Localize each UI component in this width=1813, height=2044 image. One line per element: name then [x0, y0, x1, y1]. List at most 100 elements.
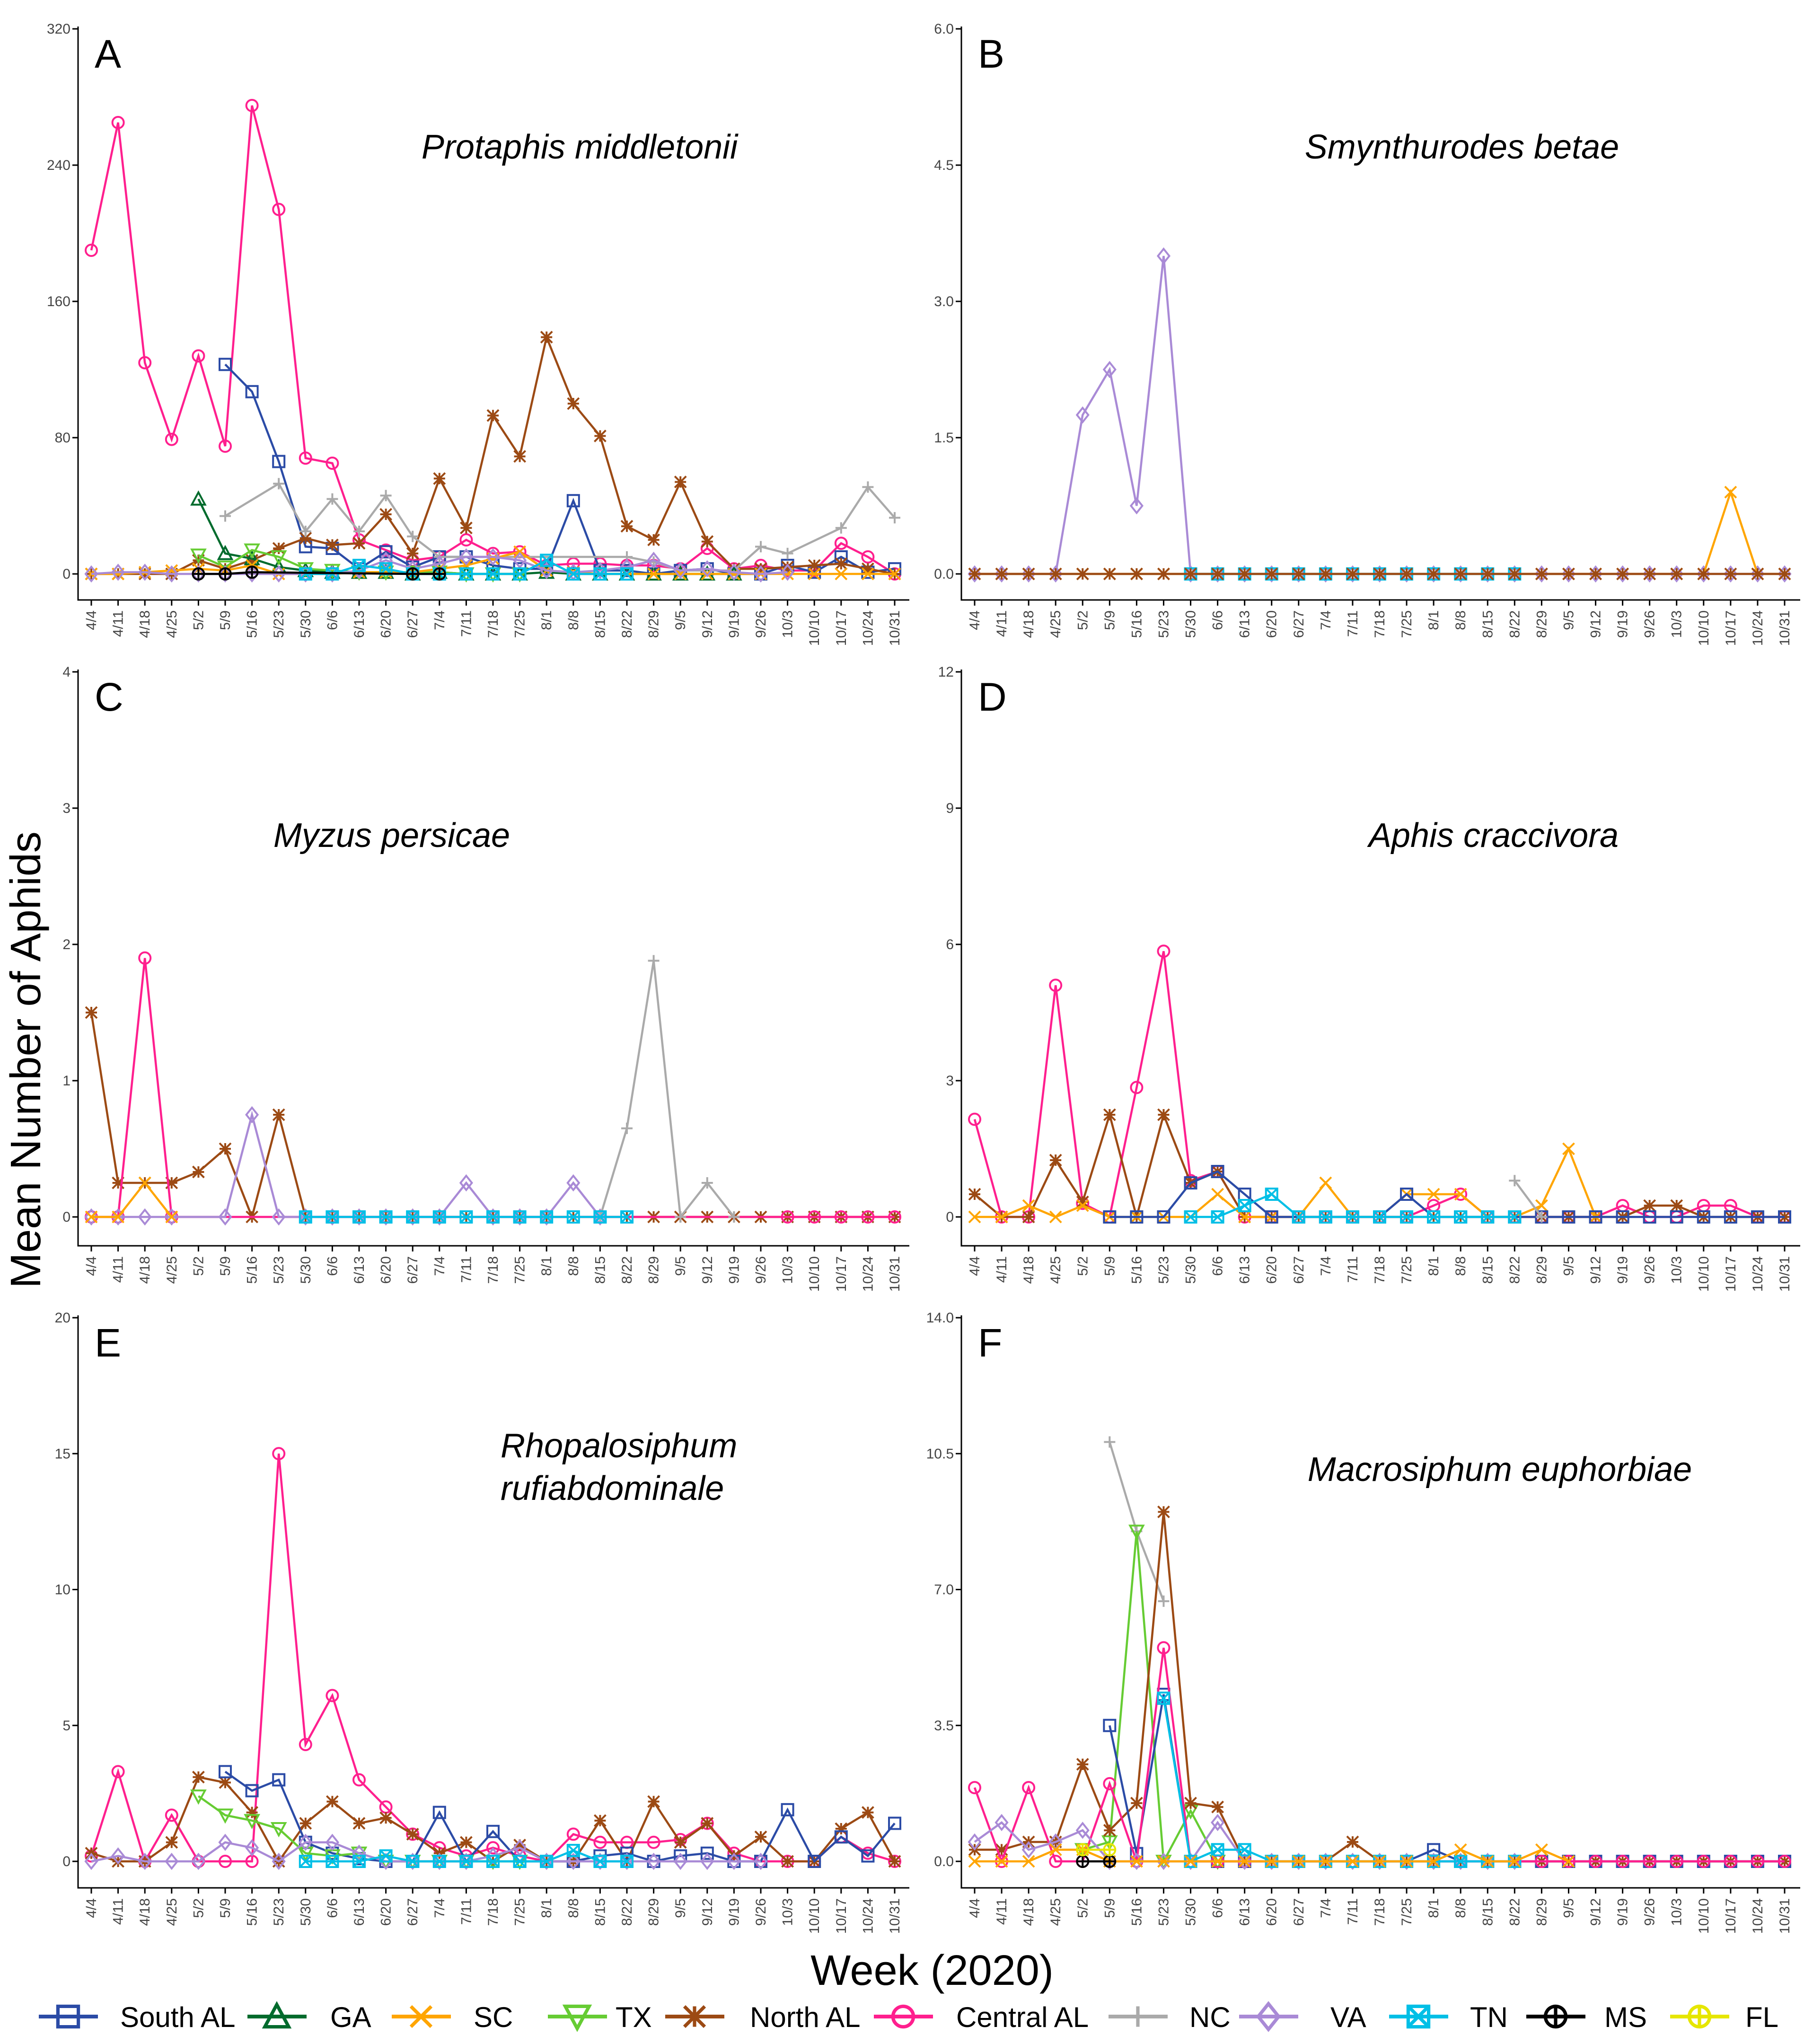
data-point: [1319, 567, 1332, 581]
series-line: [90, 105, 896, 575]
data-point: [325, 565, 339, 583]
data-point: [647, 1835, 660, 1849]
data-point: [1184, 567, 1197, 581]
data-point: [995, 567, 1008, 581]
data-point: [1129, 1852, 1144, 1870]
data-point: [1535, 1199, 1548, 1212]
data-point: [1670, 565, 1684, 583]
x-tick-label: 9/12: [700, 1898, 715, 1926]
x-tick-label: 9/26: [1642, 610, 1658, 638]
x-tick-label: 7/18: [1372, 1898, 1388, 1926]
data-point: [888, 1816, 901, 1830]
x-tick-label: 9/26: [753, 1256, 769, 1284]
data-point: [459, 1174, 473, 1192]
data-point: [593, 1835, 607, 1849]
legend-marker-icon: [562, 2004, 592, 2032]
x-tick-label: 8/8: [1453, 1898, 1469, 1918]
data-point: [1130, 1210, 1144, 1224]
x-tick-label: 8/22: [619, 1898, 635, 1926]
data-point: [1454, 567, 1467, 581]
data-point: [406, 1855, 420, 1868]
data-point: [165, 1210, 178, 1224]
data-point: [1049, 1210, 1062, 1224]
data-point: [1130, 1855, 1143, 1868]
data-point: [165, 565, 179, 583]
data-point: [1103, 1210, 1116, 1224]
data-point: [379, 1849, 393, 1863]
panel-d: 0 3 6 9 12 4/4 4/11 4/18 4/25 5/2 5/9 5/16 5/23 5/30 6…: [938, 664, 1800, 1292]
series-south-al: [219, 1765, 901, 1868]
data-point: [191, 565, 205, 583]
data-point: [513, 1839, 527, 1851]
data-point: [1292, 1852, 1306, 1870]
series-central-al: [85, 1447, 901, 1868]
data-point: [620, 1852, 634, 1870]
series-central-al: [968, 944, 1791, 1224]
data-point: [1157, 1108, 1170, 1121]
x-tick-label: 7/4: [432, 610, 448, 630]
x-tick-label: 6/6: [1210, 1256, 1226, 1276]
x-tick-label: 10/31: [887, 610, 903, 646]
data-point: [1319, 1852, 1333, 1870]
series-nc: [1509, 1175, 1548, 1223]
series-line: [90, 1012, 895, 1221]
data-point: [566, 1852, 581, 1870]
data-point: [1319, 1210, 1332, 1224]
x-tick-label: 6/27: [405, 1256, 421, 1284]
data-point: [326, 493, 338, 505]
data-point: [486, 1847, 500, 1865]
data-point: [995, 1210, 1008, 1224]
data-point: [219, 567, 232, 581]
data-point: [1778, 565, 1792, 583]
data-point: [1076, 1199, 1089, 1212]
x-tick-label: 5/16: [1129, 610, 1144, 638]
y-tick-label: 80: [55, 430, 70, 446]
x-tick-label: 4/4: [84, 610, 99, 630]
data-point: [432, 1208, 447, 1226]
data-point: [620, 567, 634, 581]
series-north-al: [968, 1505, 1791, 1868]
data-point: [1508, 1210, 1522, 1224]
x-tick-label: 5/30: [1183, 1898, 1199, 1926]
data-point: [1265, 1855, 1278, 1868]
series-tn: [1184, 1188, 1522, 1224]
y-tick-label: 6: [946, 937, 954, 952]
data-point: [1184, 1210, 1197, 1224]
y-tick-label: 15: [55, 1446, 70, 1462]
legend-label: TN: [1470, 2001, 1508, 2033]
data-point: [1157, 944, 1171, 958]
x-tick-label: 7/4: [1318, 1256, 1334, 1276]
data-point: [245, 565, 259, 579]
data-point: [673, 1852, 687, 1870]
series-sc: [968, 1142, 1602, 1224]
data-point: [1211, 1188, 1224, 1201]
x-tick-label: 5/9: [218, 1256, 233, 1276]
series-line: [974, 1110, 1785, 1221]
series-north-al: [85, 331, 901, 581]
data-point: [566, 1844, 580, 1858]
x-tick-label: 10/31: [1777, 610, 1793, 646]
data-point: [1400, 1210, 1414, 1224]
x-tick-label: 6/20: [1264, 610, 1280, 638]
data-point: [85, 1210, 98, 1224]
x-tick-label: 7/4: [1318, 1898, 1334, 1918]
x-tick-label: 10/17: [834, 610, 849, 646]
panel-letter: D: [978, 675, 1007, 719]
data-point: [245, 1839, 259, 1857]
data-point: [995, 565, 1009, 583]
y-tick-label: 4: [62, 664, 70, 680]
data-point: [111, 1847, 125, 1865]
x-tick-label: 6/27: [405, 610, 421, 638]
series-line: [91, 1181, 173, 1218]
data-point: [246, 554, 259, 567]
data-point: [272, 542, 285, 555]
axis-lines: [77, 26, 909, 601]
y-tick-label: 7.0: [934, 1582, 954, 1598]
x-tick-label: 5/23: [271, 610, 287, 638]
series-nc: [594, 955, 740, 1223]
x-tick-label: 8/22: [619, 1256, 635, 1284]
x-tick-label: 9/12: [1588, 1256, 1604, 1284]
data-point: [244, 543, 260, 559]
legend-label: Central AL: [956, 2001, 1089, 2033]
x-tick-label: 9/19: [726, 1256, 742, 1284]
